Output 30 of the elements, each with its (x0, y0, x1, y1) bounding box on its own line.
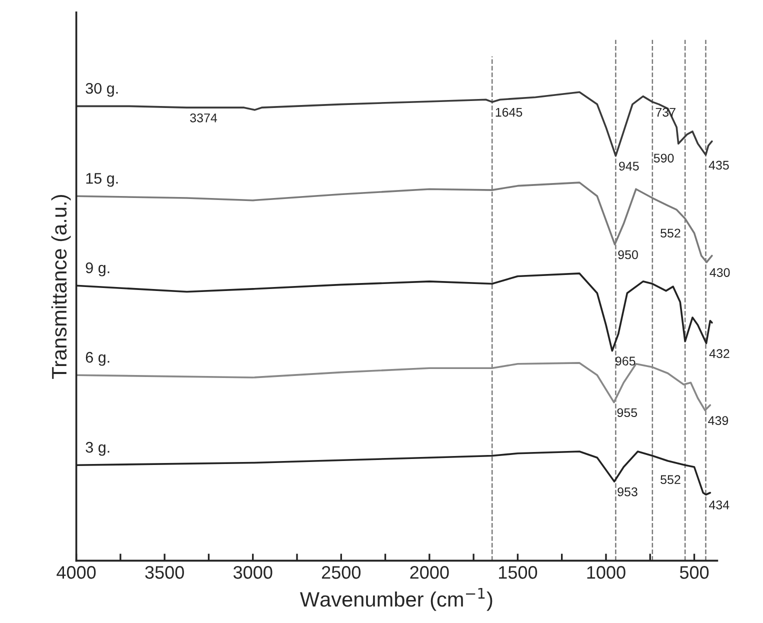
annotation: 945 (619, 162, 639, 171)
x-tick-label: 1000 (587, 566, 626, 579)
annotation: 434 (708, 500, 730, 510)
x-tick-label: 500 (680, 566, 709, 579)
annotation: 1645 (496, 108, 522, 117)
x-axis-title: Wavenumber (cm$^{−1}$) (300, 588, 492, 611)
x-tick-label: 3000 (233, 566, 272, 579)
series-label: 3 g. (86, 442, 110, 456)
annotation: 552 (660, 228, 680, 238)
x-tick-label: 1500 (499, 566, 538, 579)
annotation: 953 (618, 487, 638, 496)
annotation: 430 (710, 268, 730, 277)
series-label: 9 g. (86, 262, 110, 276)
annotation: 439 (708, 416, 728, 426)
annotation: 955 (617, 408, 638, 418)
series-label: 15 g. (86, 173, 118, 187)
x-tick-label: 2500 (322, 566, 361, 579)
annotation: 552 (660, 475, 680, 484)
annotation: 965 (616, 356, 636, 366)
annotation: 950 (618, 250, 638, 260)
annotation: 590 (654, 154, 674, 163)
series-label: 6 g. (86, 352, 110, 366)
annotation: 435 (708, 160, 729, 170)
x-tick-label: 2000 (410, 566, 449, 579)
x-tick-label: 4000 (56, 566, 96, 579)
x-tick-label: 3500 (145, 566, 184, 579)
annotation: 3374 (190, 113, 218, 122)
series-label: 30 g. (86, 82, 118, 97)
annotation: 432 (709, 349, 730, 358)
y-axis-title: Transmittance (a.u.) (51, 195, 71, 379)
